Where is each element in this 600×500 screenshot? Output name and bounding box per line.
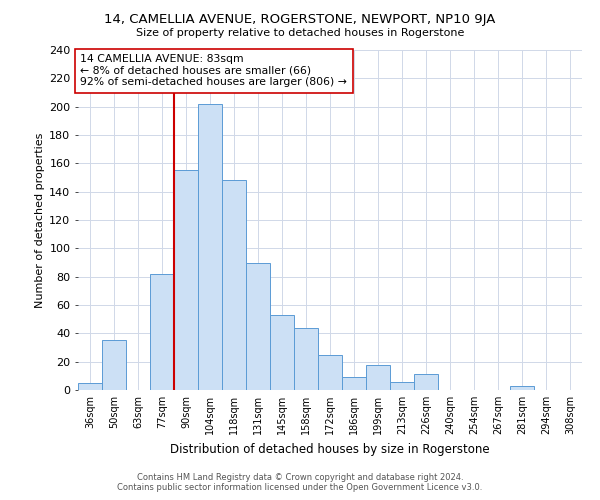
Y-axis label: Number of detached properties: Number of detached properties (35, 132, 45, 308)
Bar (102, 340, 126, 390)
Text: 14 CAMELLIA AVENUE: 83sqm
← 8% of detached houses are smaller (66)
92% of semi-d: 14 CAMELLIA AVENUE: 83sqm ← 8% of detach… (80, 54, 347, 88)
Bar (294, 328, 318, 390)
X-axis label: Distribution of detached houses by size in Rogerstone: Distribution of detached houses by size … (170, 442, 490, 456)
Bar (270, 315, 294, 390)
Text: 14, CAMELLIA AVENUE, ROGERSTONE, NEWPORT, NP10 9JA: 14, CAMELLIA AVENUE, ROGERSTONE, NEWPORT… (104, 12, 496, 26)
Bar (342, 377, 366, 390)
Text: Contains HM Land Registry data © Crown copyright and database right 2024.
Contai: Contains HM Land Registry data © Crown c… (118, 473, 482, 492)
Bar (174, 170, 198, 390)
Bar (414, 374, 438, 390)
Bar (318, 354, 342, 390)
Bar (390, 382, 414, 390)
Bar (150, 274, 174, 390)
Bar (510, 386, 534, 390)
Bar (366, 364, 390, 390)
Bar (198, 104, 222, 390)
Bar (222, 180, 246, 390)
Bar (246, 262, 270, 390)
Bar (78, 383, 102, 390)
Text: Size of property relative to detached houses in Rogerstone: Size of property relative to detached ho… (136, 28, 464, 38)
